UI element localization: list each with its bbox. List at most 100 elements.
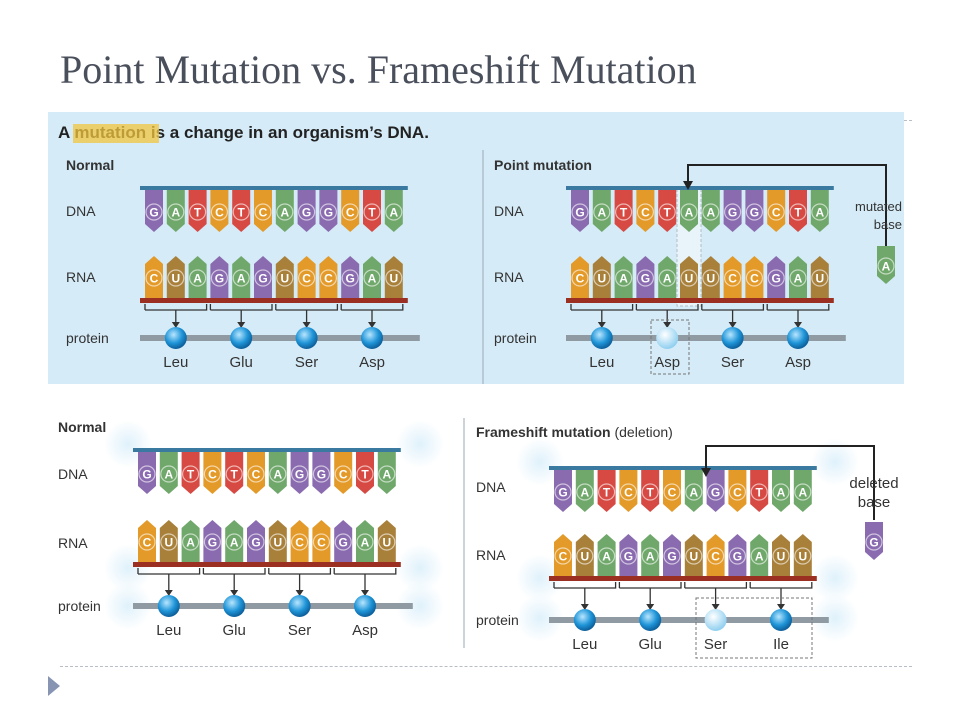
- svg-text:G: G: [317, 468, 326, 482]
- point-protein-backbone: [566, 335, 846, 341]
- svg-text:T: T: [194, 206, 202, 220]
- bottom-normal-dna-base-1: G: [138, 452, 156, 494]
- bottom-normal-protein-label: protein: [58, 598, 101, 614]
- frameshift-amino-label-3: Ser: [704, 636, 727, 653]
- top-normal-rna-base-11: A: [363, 256, 381, 298]
- frameshift-dna-base-7: A: [684, 470, 703, 512]
- frameshift-rna-label: RNA: [476, 547, 506, 563]
- svg-text:A: A: [706, 206, 715, 220]
- bottom-normal-rna-base-9: C: [312, 520, 331, 562]
- bottom-normal-rna-base-7: U: [268, 520, 287, 562]
- svg-text:C: C: [215, 206, 224, 220]
- frameshift-connector: [705, 445, 875, 520]
- top-normal-codon-bracket-2: [209, 304, 273, 311]
- mutated-label-line2: base: [874, 217, 902, 232]
- point-amino-acid-4: [787, 327, 809, 349]
- point-rna-backbone: [566, 298, 834, 303]
- point-mutation-arrowhead: [683, 181, 693, 190]
- svg-text:A: A: [755, 550, 764, 564]
- top-normal-rna-base-3: A: [188, 256, 207, 298]
- point-amino-label-1: Leu: [589, 354, 614, 371]
- svg-text:U: U: [389, 272, 398, 286]
- svg-text:T: T: [368, 206, 376, 220]
- svg-text:C: C: [295, 536, 304, 550]
- bottom-normal-dna-base-10: C: [334, 452, 353, 494]
- svg-text:U: U: [798, 550, 807, 564]
- point-dna-base-2: A: [592, 190, 611, 232]
- top-normal-rna-backbone: [140, 298, 408, 303]
- svg-text:U: U: [164, 536, 173, 550]
- top-normal-rna-base-1: C: [145, 256, 163, 298]
- svg-text:C: C: [728, 272, 737, 286]
- svg-text:G: G: [641, 272, 650, 286]
- frameshift-dna-base-5: T: [641, 470, 660, 512]
- top-normal-rna-base-12: U: [384, 256, 403, 298]
- svg-text:A: A: [815, 206, 824, 220]
- bottom-normal-amino-acid-3: [288, 595, 311, 617]
- top-normal-rna-base-4: G: [210, 256, 229, 298]
- top-normal-codon-arrowhead-4: [368, 322, 376, 328]
- frameshift-amino-acid-4: [770, 609, 792, 631]
- top-normal-dna-base-3: T: [188, 190, 207, 232]
- point-codon-arrowhead-4: [794, 322, 802, 328]
- frameshift-rna-base-9: G: [728, 534, 747, 576]
- top-normal-rna-base-5: A: [232, 256, 251, 298]
- point-codon-arrowhead-2: [663, 322, 672, 328]
- point-amino-label-4: Asp: [785, 354, 811, 371]
- svg-text:G: G: [295, 468, 304, 482]
- point-dna-base-5: T: [658, 190, 677, 232]
- point-dna-base-7: A: [701, 190, 720, 232]
- svg-text:A: A: [619, 272, 628, 286]
- top-normal-amino-label-2: Glu: [230, 354, 253, 371]
- svg-text:C: C: [641, 206, 650, 220]
- point-dna-label: DNA: [494, 203, 524, 219]
- bottom-normal-dna-base-4: C: [203, 452, 222, 494]
- frameshift-amino-acid-1: [573, 609, 596, 631]
- deleted-label-line2: base: [858, 494, 891, 511]
- svg-text:A: A: [685, 206, 694, 220]
- svg-text:C: C: [324, 272, 333, 286]
- frameshift-codon-arrowhead-1: [580, 604, 589, 610]
- heading-highlight-background: [73, 124, 159, 143]
- point-mutation-connector: [687, 164, 887, 246]
- deleted-base-nucleotide: G: [865, 522, 883, 560]
- svg-text:C: C: [346, 206, 355, 220]
- svg-text:C: C: [668, 486, 677, 500]
- frameshift-codon-arrowhead-2: [646, 604, 655, 610]
- frameshift-dna-base-10: T: [750, 470, 769, 512]
- top-normal-label: Normal: [66, 157, 114, 173]
- slide-title: Point Mutation vs. Frameshift Mutation: [60, 47, 697, 92]
- frameshift-codon-bracket-3: [684, 582, 748, 589]
- point-codon-arrowhead-1: [597, 322, 606, 328]
- svg-text:A: A: [794, 272, 803, 286]
- bottom-normal-codon-arrowhead-3: [295, 590, 304, 596]
- bottom-normal-dna-base-8: G: [290, 452, 309, 494]
- svg-text:C: C: [259, 206, 268, 220]
- bottom-normal-codon-bracket-3: [268, 568, 332, 575]
- svg-text:G: G: [251, 536, 260, 550]
- bottom-normal-dna-base-9: G: [312, 452, 331, 494]
- svg-text:C: C: [733, 486, 742, 500]
- point-dna-base-3: T: [614, 190, 633, 232]
- svg-text:A: A: [580, 486, 589, 500]
- svg-text:U: U: [382, 536, 391, 550]
- top-normal-amino-acid-2: [230, 327, 253, 349]
- bottom-normal-rna-base-6: G: [247, 520, 265, 562]
- point-rna-base-7: U: [701, 256, 720, 298]
- frameshift-codon-arrowhead-4: [777, 604, 785, 610]
- point-rna-base-11: A: [789, 256, 807, 298]
- frameshift-codon-bracket-2: [618, 582, 682, 589]
- bottom-normal-codon-bracket-4: [333, 568, 397, 575]
- svg-text:T: T: [620, 206, 628, 220]
- svg-text:G: G: [215, 272, 224, 286]
- svg-text:C: C: [252, 468, 261, 482]
- bottom-left-glows: [104, 420, 859, 642]
- frameshift-dna-base-6: C: [663, 470, 681, 512]
- svg-text:C: C: [750, 272, 759, 286]
- svg-text:T: T: [603, 486, 611, 500]
- top-normal-dna-base-10: C: [341, 190, 360, 232]
- bottom-normal-rna-base-12: U: [377, 520, 396, 562]
- bottom-normal-amino-acid-1: [157, 595, 180, 617]
- bottom-normal-rna-backbone: [133, 562, 401, 567]
